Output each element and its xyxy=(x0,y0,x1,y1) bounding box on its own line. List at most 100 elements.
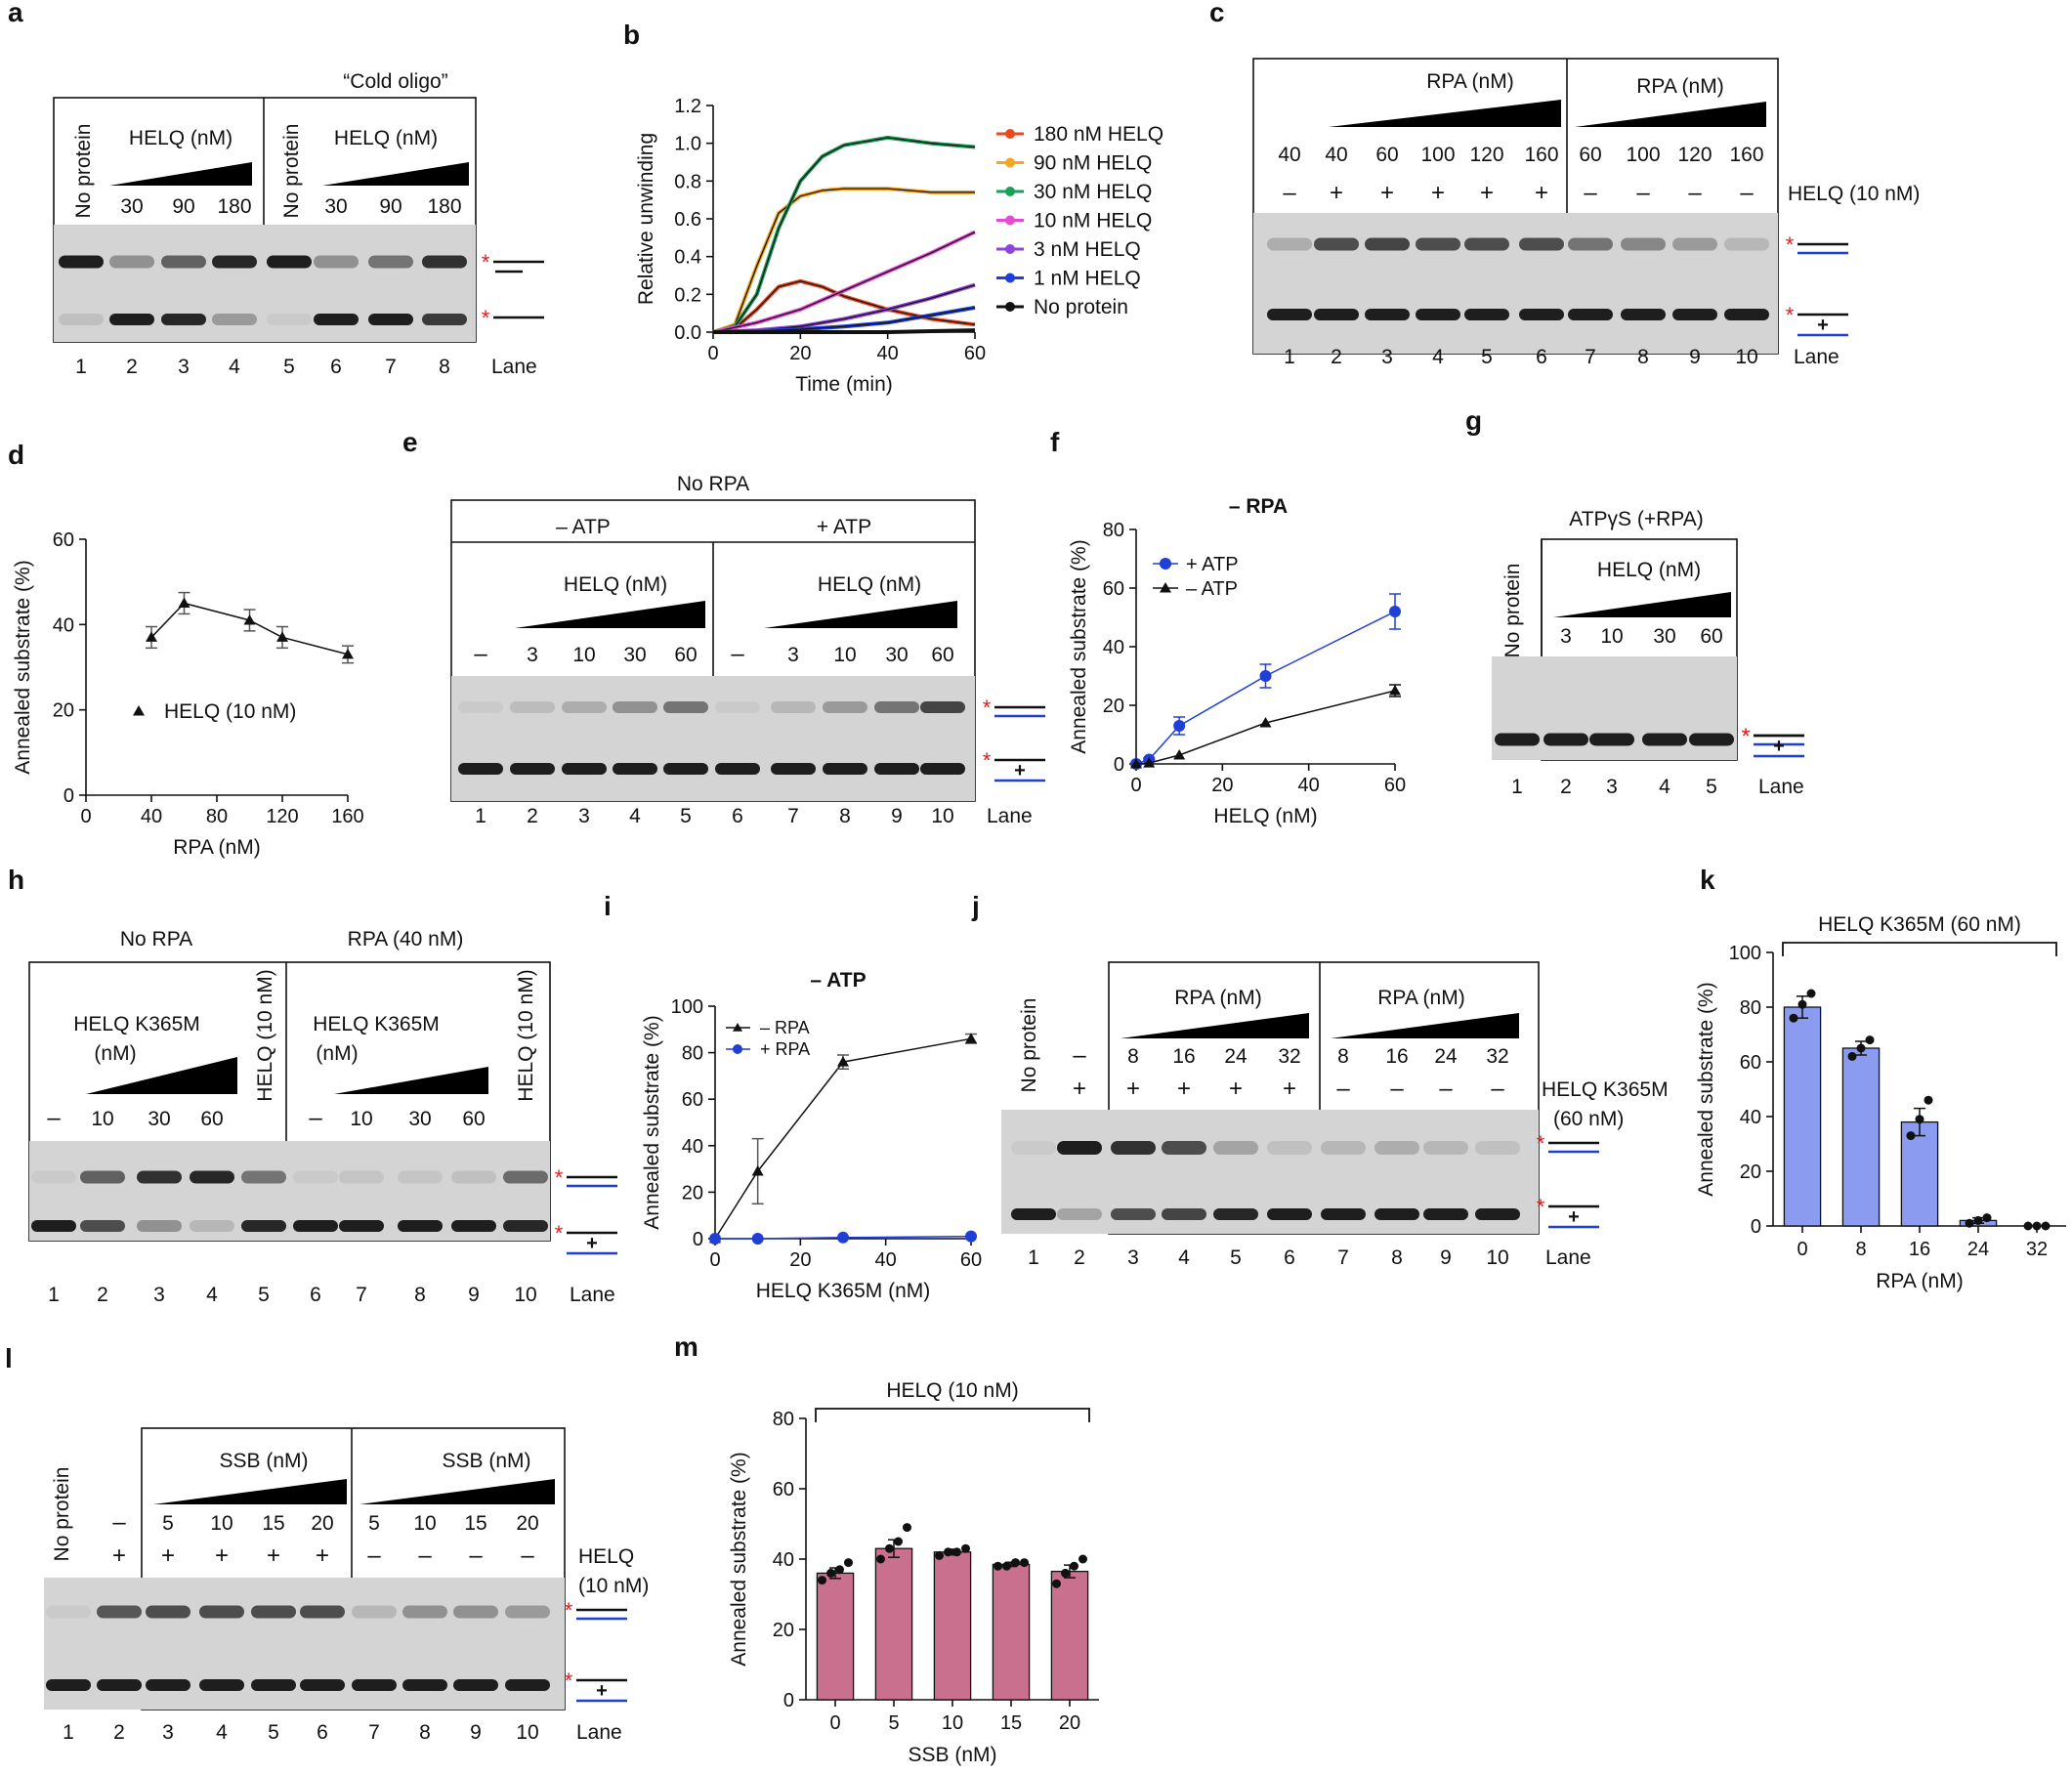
y-tick-label: 0.4 xyxy=(674,247,701,269)
helq-sign: + xyxy=(1380,180,1394,206)
gel-band xyxy=(314,314,359,325)
conc-label: 30 xyxy=(623,644,646,666)
concentration-wedge xyxy=(322,162,469,186)
dash: – xyxy=(731,641,744,667)
y-tick-label: 100 xyxy=(1729,943,1761,964)
gel-band xyxy=(1267,1208,1312,1220)
conc-label: 40 xyxy=(1325,144,1347,166)
lane-number: 5 xyxy=(1481,346,1493,368)
gel-band xyxy=(97,1679,142,1691)
lane-word: Lane xyxy=(987,805,1033,827)
data-point xyxy=(844,1558,853,1568)
panel-letter: k xyxy=(1700,865,1715,895)
y-tick-label: 40 xyxy=(1740,1107,1761,1128)
conc-label: 100 xyxy=(1626,144,1660,166)
x-tick-label: 160 xyxy=(331,806,363,827)
data-point xyxy=(903,1523,911,1533)
helq-sign: – xyxy=(469,1542,483,1569)
gel-band xyxy=(613,763,657,775)
gel-band xyxy=(31,1220,76,1232)
helq-label: HELQ (nM) xyxy=(334,127,438,149)
lane-number: 2 xyxy=(1331,346,1342,368)
x-tick-label: 20 xyxy=(789,1249,811,1271)
conc-label: 60 xyxy=(1700,625,1722,648)
data-point xyxy=(1789,1013,1798,1023)
data-point xyxy=(1052,1579,1061,1588)
x-tick-label: 40 xyxy=(875,1249,897,1271)
data-point xyxy=(1160,582,1171,593)
helq10-label: HELQ (10 nM) xyxy=(515,969,537,1101)
helq-sign: + xyxy=(316,1542,329,1569)
lane-number: 2 xyxy=(97,1284,108,1306)
conc-label: 15 xyxy=(464,1512,486,1535)
gel-band xyxy=(1475,1208,1520,1220)
conc-label: 3 xyxy=(787,644,799,666)
helq10-label: HELQ (10 nM) xyxy=(254,969,276,1101)
nm-label: (nM) xyxy=(316,1042,358,1065)
y-tick-label: 60 xyxy=(773,1479,794,1500)
lane-word: Lane xyxy=(576,1721,622,1744)
gel-band xyxy=(1416,309,1460,320)
gel-band xyxy=(59,314,104,325)
rpa-40-label: RPA (40 nM) xyxy=(348,928,464,950)
gel-band xyxy=(190,1170,234,1184)
data-point xyxy=(1973,1215,1983,1225)
gel-band xyxy=(920,763,965,775)
gel-band xyxy=(1495,733,1540,746)
gel-band xyxy=(137,1170,182,1184)
panel-g: g ATPγS (+RPA) No protein HELQ (nM) 3 10 30 60 *… xyxy=(1465,405,1804,798)
data-point xyxy=(1389,606,1401,617)
panel-letter: i xyxy=(604,891,612,921)
panel-letter: l xyxy=(5,1343,13,1373)
label-star: * xyxy=(555,1221,564,1246)
concentration-wedge xyxy=(153,1479,347,1504)
data-point xyxy=(751,1164,764,1176)
y-tick-label: 40 xyxy=(773,1549,794,1571)
data-point xyxy=(1259,717,1272,728)
gel-band xyxy=(1621,309,1666,320)
ssb-label: SSB (nM) xyxy=(442,1450,530,1472)
gel-band xyxy=(1724,237,1769,251)
conc-label: 20 xyxy=(516,1512,538,1535)
concentration-wedge xyxy=(1121,1013,1309,1038)
gel-band xyxy=(1321,1208,1366,1220)
conc-label: 10 xyxy=(1600,625,1623,648)
legend-label: + ATP xyxy=(1186,554,1239,575)
y-tick-label: 0 xyxy=(783,1690,794,1711)
lane-number: 2 xyxy=(1560,776,1572,798)
data-point xyxy=(826,1568,835,1578)
lane-number: 2 xyxy=(1074,1246,1085,1269)
conc-label: 10 xyxy=(210,1512,233,1535)
helq-sign: + xyxy=(267,1542,280,1569)
y-tick-label: 0.8 xyxy=(674,171,701,192)
lane-number: 5 xyxy=(1706,776,1717,798)
legend-label: + RPA xyxy=(760,1039,810,1059)
panel-letter: e xyxy=(402,427,418,457)
panel-letter: m xyxy=(674,1331,698,1362)
gel-layer: a “Cold oligo” No protein No protein HELQ (n… xyxy=(5,0,1920,1744)
gel-band xyxy=(1519,309,1564,320)
y-axis-label: Relative unwinding xyxy=(635,133,657,305)
lane-number: 4 xyxy=(206,1284,218,1306)
panel-title: “Cold oligo” xyxy=(343,70,447,93)
gel-band xyxy=(398,1220,443,1232)
gel-band xyxy=(1464,237,1509,251)
helq-sign: + xyxy=(1431,180,1445,206)
legend-label: 1 nM HELQ xyxy=(1034,268,1141,290)
gel-band xyxy=(1568,237,1613,251)
panel-b: b 0 20 40 60 0.0 0.2 0.4 0.6 0.8 1.0 1.2 Time (min) R… xyxy=(623,20,1163,396)
x-tick-label: 16 xyxy=(1909,1239,1930,1260)
helq-sign: + xyxy=(1229,1076,1243,1102)
lane-number: 9 xyxy=(468,1284,480,1306)
data-point xyxy=(751,1233,764,1245)
label-star: * xyxy=(983,748,992,773)
series-line xyxy=(712,135,976,334)
fit-line xyxy=(713,329,976,333)
bracket-label: HELQ (10 nM) xyxy=(886,1379,1018,1402)
data-point xyxy=(837,1056,849,1067)
y-tick-label: 20 xyxy=(682,1182,703,1204)
lane-number: 1 xyxy=(48,1284,60,1306)
no-protein-label: No protein xyxy=(280,124,303,219)
conc-label: 30 xyxy=(408,1108,431,1130)
data-point xyxy=(961,1543,970,1553)
